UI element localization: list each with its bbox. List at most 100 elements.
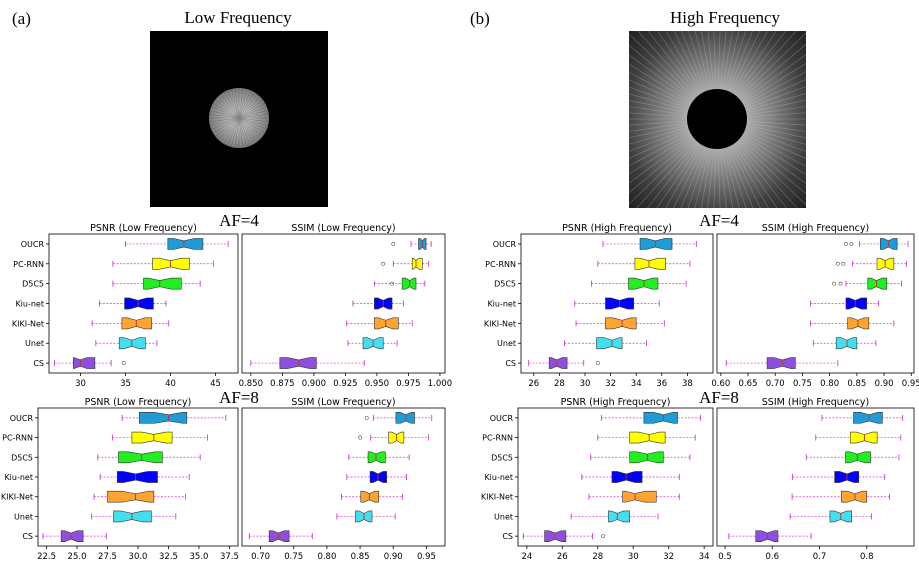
x-tick-label: 0.975 — [396, 379, 420, 389]
box-d5c5 — [805, 451, 900, 464]
category-label: D5C5 — [494, 280, 516, 289]
chart-title: PSNR (Low Frequency) — [90, 223, 197, 234]
category-label: PC-RNN — [2, 434, 33, 443]
box-oucr — [600, 412, 702, 424]
box-kiu-net — [792, 471, 886, 483]
x-tick-label: 34 — [631, 379, 642, 389]
category-label: Unet — [14, 512, 33, 521]
box-oucr — [844, 238, 909, 250]
low-frequency-image — [150, 31, 328, 207]
x-tick-label: 0.90 — [384, 552, 403, 561]
x-tick-label: 40 — [165, 379, 176, 389]
box-cs — [53, 357, 126, 369]
x-tick-label: 28 — [554, 379, 565, 389]
x-tick-label: 0.850 — [239, 379, 263, 389]
box-body — [634, 257, 666, 270]
x-tick-label: 22.5 — [37, 552, 56, 561]
box-body — [639, 238, 673, 250]
box-kiki-net — [91, 317, 170, 330]
category-label: Unet — [494, 512, 513, 521]
box-body — [840, 490, 868, 503]
outlier-point — [849, 242, 854, 246]
box-pc-rnn — [111, 431, 208, 444]
x-tick-label: 30 — [628, 552, 639, 561]
x-tick-label: 30 — [580, 379, 591, 389]
box-d5c5 — [590, 277, 687, 290]
af4-label-left: AF=4 — [219, 211, 259, 230]
box-body — [605, 317, 637, 330]
box-kiki-net — [810, 317, 895, 330]
box-kiki-net — [93, 490, 187, 503]
box-body — [374, 317, 399, 330]
category-label: Kiu-net — [484, 473, 513, 482]
box-oucr — [121, 412, 227, 424]
category-label: OUCR — [10, 414, 34, 423]
panel-label-a: (a) — [12, 9, 31, 28]
x-tick-label: 0.5 — [718, 552, 732, 561]
boxplot-panel-7: PSNR (High Frequency) 24 26 28 30 32 34 OUCR PC-… — [481, 397, 714, 562]
box-pc-rnn — [381, 257, 430, 270]
box-pc-rnn — [358, 431, 429, 444]
plot-frame — [716, 233, 915, 374]
box-cs — [522, 530, 605, 542]
box-body — [629, 451, 664, 464]
x-tick-label: 0.95 — [902, 379, 919, 389]
box-kiu-net — [810, 297, 880, 310]
x-tick-label: 32 — [605, 379, 616, 389]
x-tick-label: 26 — [557, 552, 568, 561]
category-label: OUCR — [493, 240, 517, 249]
box-body — [611, 471, 643, 483]
category-label: Kiu-net — [4, 473, 33, 482]
outlier-point — [391, 242, 396, 246]
box-body — [113, 510, 152, 523]
box-unet — [789, 510, 872, 523]
x-tick-label: 30.0 — [129, 552, 148, 561]
box-body — [867, 277, 888, 290]
low-frequency-title: Low Frequency — [184, 8, 292, 27]
box-unet — [564, 337, 647, 350]
plot-frame — [241, 407, 446, 547]
x-tick-label: 0.900 — [302, 379, 326, 389]
box-kiu-net — [98, 297, 167, 310]
box-pc-rnn — [815, 431, 902, 444]
box-kiu-net — [99, 471, 190, 483]
x-tick-label: 0.80 — [820, 379, 839, 389]
box-pc-rnn — [112, 257, 215, 270]
box-body — [622, 490, 657, 503]
x-tick-label: 0.85 — [847, 379, 866, 389]
outlier-point — [841, 261, 846, 266]
x-tick-label: 0.875 — [270, 379, 294, 389]
x-tick-label: 0.75 — [284, 552, 303, 561]
chart-title: PSNR (High Frequency) — [561, 397, 671, 408]
box-oucr — [125, 238, 229, 250]
box-oucr — [821, 412, 904, 424]
box-unet — [336, 510, 396, 523]
boxplot-panel-1: PSNR (Low Frequency) 30 35 40 45 OUCR PC-RNN D5… — [12, 223, 239, 389]
outlier-point — [835, 261, 840, 266]
box-pc-rnn — [597, 257, 691, 270]
box-body — [60, 530, 84, 542]
box-pc-rnn — [835, 257, 907, 270]
box-body — [548, 357, 568, 369]
x-tick-label: 30 — [75, 379, 86, 389]
x-tick-label: 25.0 — [68, 552, 87, 561]
box-oucr — [602, 238, 697, 250]
box-body — [118, 451, 163, 464]
box-body — [124, 297, 154, 310]
x-tick-label: 35.0 — [190, 552, 209, 561]
category-label: CS — [22, 532, 33, 541]
outlier-point — [381, 261, 386, 266]
outlier-point — [832, 281, 836, 286]
boxplot-panel-6: SSIM (Low Frequency) 0.70 0.75 0.80 0.85 0.90… — [241, 397, 446, 562]
box-pc-rnn — [597, 431, 696, 444]
category-label: PC-RNN — [482, 434, 513, 443]
box-d5c5 — [348, 451, 410, 464]
af4-label-right: AF=4 — [699, 211, 739, 230]
boxplot-panel-4: SSIM (High Frequency) 0.60 0.65 0.70 0.75 0.8… — [711, 223, 919, 389]
box-body — [167, 238, 204, 250]
box-body — [835, 337, 858, 350]
box-unet — [91, 510, 177, 523]
x-tick-label: 1.000 — [428, 379, 452, 389]
box-body — [766, 357, 796, 369]
